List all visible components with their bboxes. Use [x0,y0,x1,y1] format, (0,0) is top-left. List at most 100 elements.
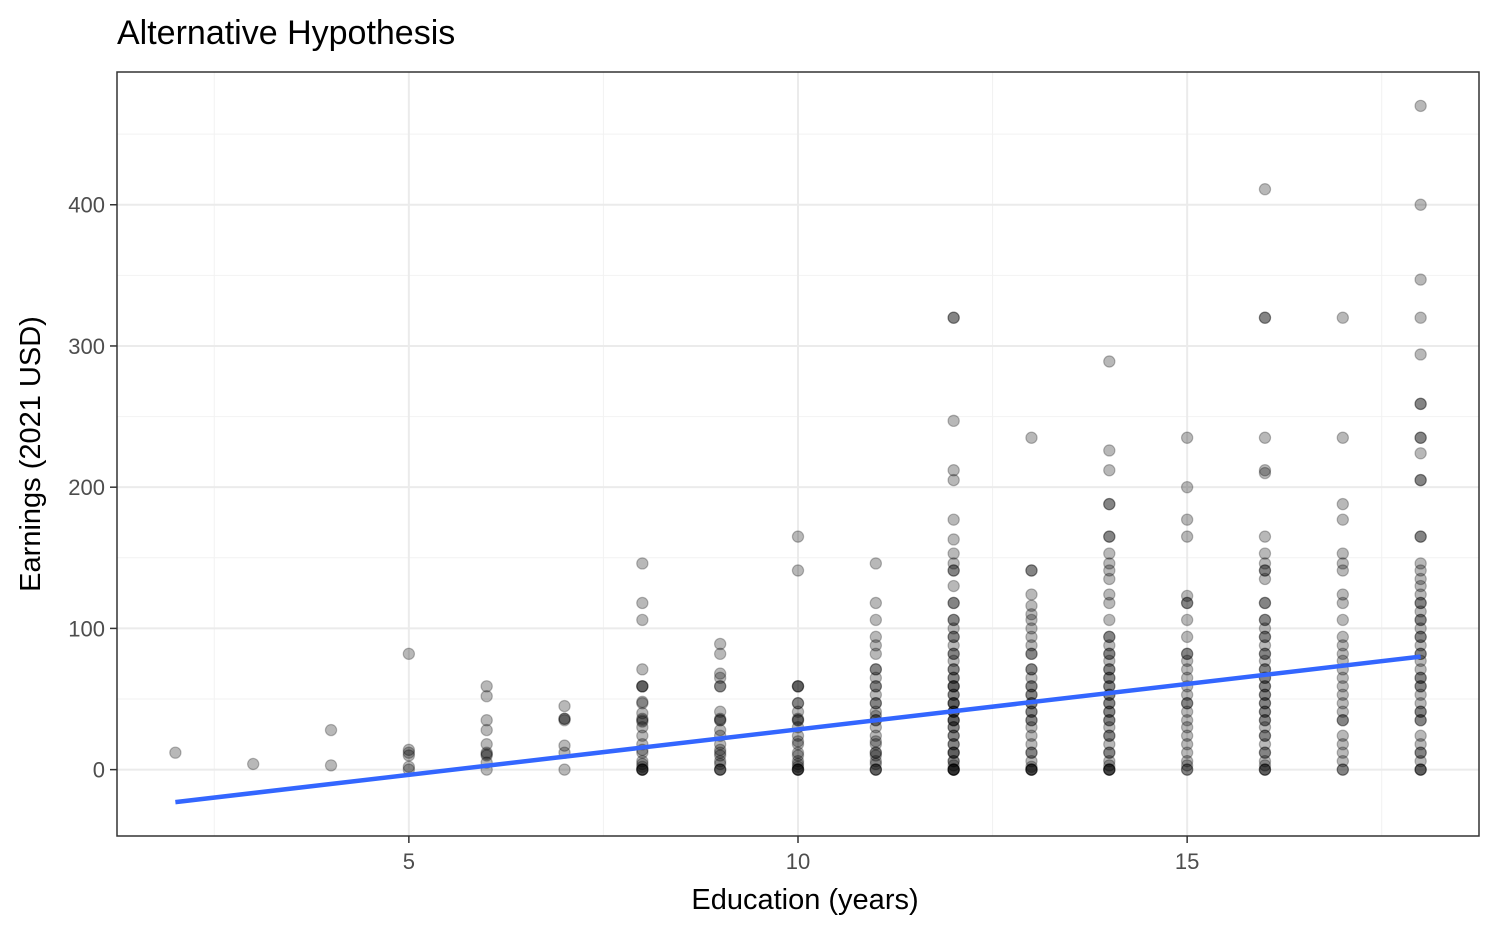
data-point [947,721,960,734]
data-point [636,663,649,676]
x-tick-label: 5 [403,849,415,874]
x-axis-title: Education (years) [691,884,918,916]
data-point [1414,746,1427,759]
data-point [1180,647,1194,661]
data-point [636,712,649,725]
data-point [947,746,960,759]
data-point [947,680,960,693]
data-point [1025,630,1038,644]
data-point [1180,630,1194,644]
data-point [947,763,960,776]
data-point [1103,647,1116,661]
data-point [1336,547,1350,560]
data-point [636,763,649,776]
data-point [791,697,805,710]
data-point [713,763,727,776]
data-point [1258,622,1272,635]
data-point [869,663,883,676]
data-point [947,738,960,751]
data-point [1258,613,1272,627]
data-point [1103,572,1116,586]
data-point [1258,647,1272,661]
data-point [1414,530,1427,543]
data-point [713,763,727,776]
data-point [947,729,960,742]
data-point [791,738,805,751]
data-point [869,697,883,710]
data-point [1336,713,1350,727]
data-point [1180,746,1194,759]
data-point [1025,763,1038,776]
data-point [1025,599,1038,613]
data-point [480,746,493,759]
data-point [1414,697,1427,710]
data-point [869,763,883,776]
data-point [1336,630,1350,644]
data-point [1025,647,1038,661]
data-point [947,713,960,727]
data-point [1025,754,1038,768]
data-point [869,763,883,776]
data-point [1258,596,1272,610]
data-point [947,596,960,610]
regression-line [175,654,1421,805]
data-point [1180,613,1194,627]
data-point [1025,639,1038,652]
data-point [1258,654,1272,668]
data-point [1414,729,1427,742]
data-point [1258,697,1272,710]
data-point [1103,697,1116,710]
data-point [1414,763,1427,776]
x-axis: 5 10 15 [403,836,1199,874]
data-point [1180,754,1194,768]
data-point [1258,572,1272,586]
data-point [1258,713,1272,727]
data-point [1336,557,1350,570]
data-point [947,713,960,727]
data-point [1414,605,1427,618]
data-point [558,763,571,776]
data-point [1180,697,1194,710]
data-point [1103,671,1116,685]
data-point [1414,473,1427,487]
data-point [947,763,960,776]
data-point [1414,613,1427,627]
data-point [1258,639,1272,652]
data-point [1258,688,1272,701]
data-point [791,712,805,725]
x-tick-label: 15 [1175,849,1199,874]
data-point [1258,630,1272,644]
data-point [1336,763,1350,776]
plot-panel [116,71,1480,837]
data-point [869,680,883,693]
data-point [791,680,805,693]
y-tick-label: 400 [68,193,105,218]
data-point [1336,497,1350,511]
data-point [636,754,649,768]
data-point [713,705,727,718]
data-point [1414,431,1427,444]
data-point [947,713,960,727]
data-point [713,713,727,727]
data-point [1336,713,1350,727]
data-point [1025,647,1038,661]
data-point [791,705,805,718]
data-point [558,739,571,752]
data-point [169,746,182,759]
data-point [402,760,416,774]
y-tick-label: 100 [68,616,105,641]
data-point [869,688,883,701]
data-point [713,671,727,685]
data-point [1414,572,1427,586]
data-point [947,647,960,661]
data-point [869,557,883,570]
data-point [636,697,649,710]
data-point [1414,763,1427,776]
data-point [1414,639,1427,652]
data-point [1180,663,1194,676]
data-point [1025,705,1038,718]
data-point [1414,431,1427,444]
data-point [1258,630,1272,644]
data-point [947,630,960,644]
data-point [869,613,883,627]
